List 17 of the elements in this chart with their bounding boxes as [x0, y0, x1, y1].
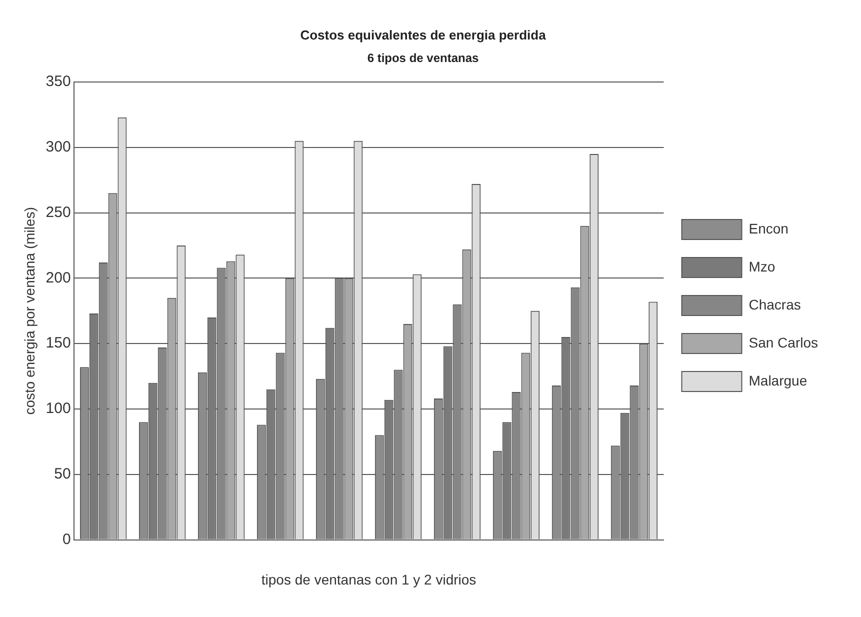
y-tick-label: 250	[46, 204, 71, 221]
y-axis-title: costo energia por ventana (miles)	[21, 207, 38, 415]
chart-subtitle: 6 tipos de ventanas	[367, 51, 480, 66]
chart-title: Costos equivalentes de energia perdida	[300, 27, 547, 42]
y-tick-label: 0	[62, 530, 71, 548]
legend-label: Mzo	[748, 258, 776, 274]
legend-label: Encon	[748, 220, 788, 236]
legend-label: San Carlos	[748, 334, 818, 350]
y-tick-label: 100	[46, 400, 71, 418]
legend-label: Chacras	[748, 296, 801, 312]
y-tick-label: 200	[46, 269, 71, 286]
y-tick-label: 50	[54, 466, 71, 483]
x-axis-title: tipos de ventanas con 1 y 2 vidrios	[261, 571, 476, 588]
y-tick-label: 150	[46, 334, 71, 352]
y-tick-label: 350	[46, 73, 71, 90]
legend-label: Malargue	[748, 372, 808, 388]
y-tick-label: 300	[46, 138, 71, 156]
